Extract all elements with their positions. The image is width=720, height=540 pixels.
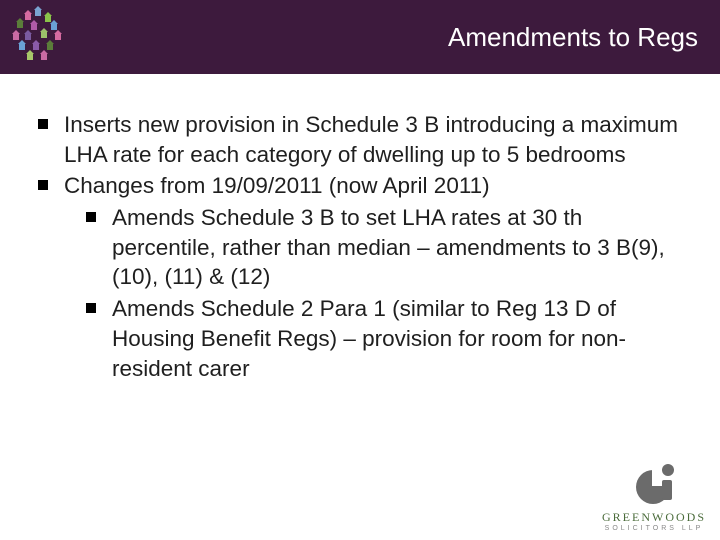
house-icon <box>16 22 24 30</box>
sub-bullet-item: Amends Schedule 3 B to set LHA rates at … <box>84 203 684 292</box>
bullet-list: Inserts new provision in Schedule 3 B in… <box>36 110 684 383</box>
brand-subtitle: SOLICITORS LLP <box>602 525 706 532</box>
house-icon <box>40 54 48 62</box>
greenwoods-g-icon <box>632 464 676 508</box>
house-icon <box>34 10 42 18</box>
sub-bullet-text: Amends Schedule 2 Para 1 (similar to Reg… <box>112 296 626 380</box>
sub-bullet-text: Amends Schedule 3 B to set LHA rates at … <box>112 205 665 289</box>
sub-bullet-item: Amends Schedule 2 Para 1 (similar to Reg… <box>84 294 684 383</box>
slide-content: Inserts new provision in Schedule 3 B in… <box>0 74 720 383</box>
house-icon <box>18 44 26 52</box>
houses-logo <box>6 6 68 68</box>
slide-header: Amendments to Regs <box>0 0 720 74</box>
bullet-item: Changes from 19/09/2011 (now April 2011)… <box>36 171 684 383</box>
bullet-text: Changes from 19/09/2011 (now April 2011) <box>64 173 490 198</box>
footer-brand-logo: GREENWOODS SOLICITORS LLP <box>602 464 706 532</box>
brand-name: GREENWOODS <box>602 510 706 525</box>
bullet-text: Inserts new provision in Schedule 3 B in… <box>64 112 678 167</box>
house-icon <box>54 34 62 42</box>
house-icon <box>40 32 48 40</box>
sub-bullet-list: Amends Schedule 3 B to set LHA rates at … <box>64 203 684 383</box>
bullet-item: Inserts new provision in Schedule 3 B in… <box>36 110 684 169</box>
house-icon <box>26 54 34 62</box>
slide-title: Amendments to Regs <box>448 22 698 53</box>
